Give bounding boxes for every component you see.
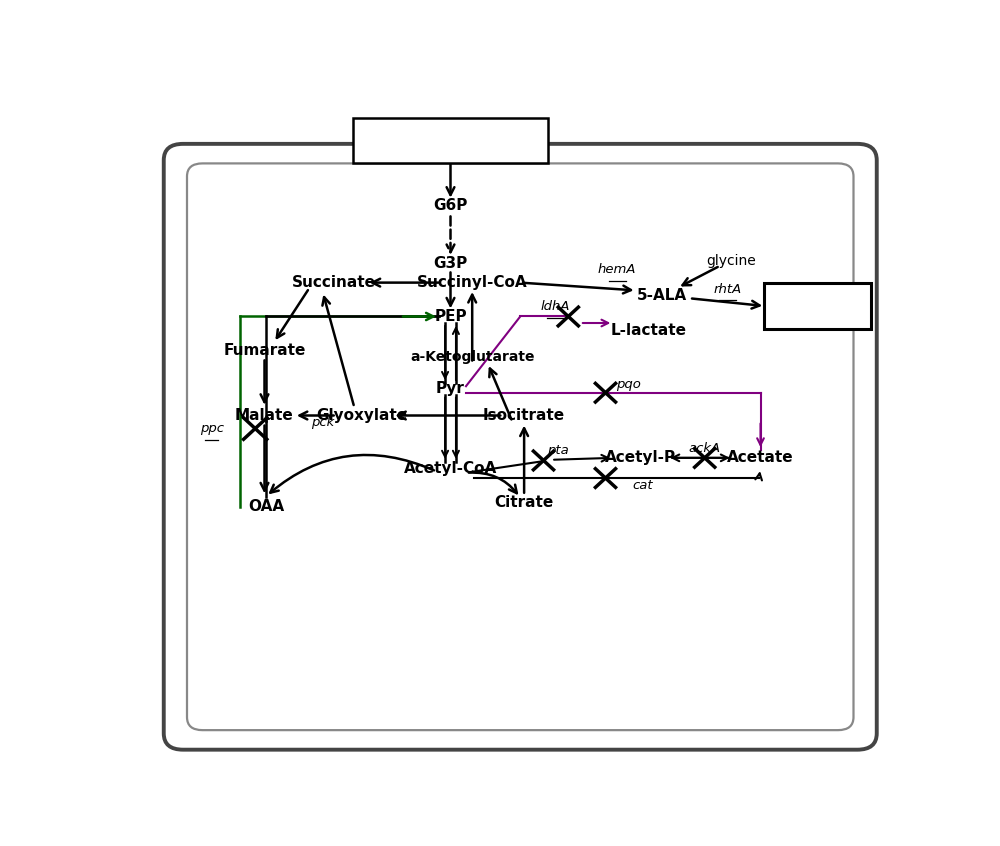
Text: Fumarate: Fumarate [223,343,306,358]
Text: glycine: glycine [706,254,756,268]
Text: a-Ketoglutarate: a-Ketoglutarate [410,350,534,364]
Text: ldhA: ldhA [540,300,570,313]
Text: Isocitrate: Isocitrate [483,408,565,423]
Text: pck: pck [311,415,334,429]
FancyBboxPatch shape [353,118,548,162]
Text: OAA: OAA [248,499,284,514]
Text: Citrate: Citrate [494,495,554,509]
Text: 5-ALA_ext: 5-ALA_ext [774,298,860,314]
Text: Acetyl-CoA: Acetyl-CoA [404,461,497,475]
Text: Acetyl-P: Acetyl-P [605,450,676,465]
Text: Acetate: Acetate [727,450,794,465]
Text: Glucose_ext: Glucose_ext [399,133,502,149]
FancyBboxPatch shape [764,283,871,329]
Text: pta: pta [547,444,568,457]
Text: ppc: ppc [200,422,224,435]
Text: 5-ALA: 5-ALA [637,288,687,303]
Text: Pyr: Pyr [436,381,465,396]
Text: Succinyl-CoA: Succinyl-CoA [417,275,528,290]
Text: hemA: hemA [598,263,636,276]
Text: Malate: Malate [235,408,294,423]
Text: G3P: G3P [433,255,468,271]
Text: pqo: pqo [616,377,641,391]
Text: Succinate: Succinate [292,275,376,290]
Text: PEP: PEP [434,309,467,324]
Text: ackA: ackA [689,442,721,454]
Text: rhtA: rhtA [714,283,742,295]
Text: G6P: G6P [433,198,468,213]
Text: Glyoxylate: Glyoxylate [316,408,407,423]
Text: cat: cat [632,480,653,492]
Text: L-lactate: L-lactate [610,323,686,338]
